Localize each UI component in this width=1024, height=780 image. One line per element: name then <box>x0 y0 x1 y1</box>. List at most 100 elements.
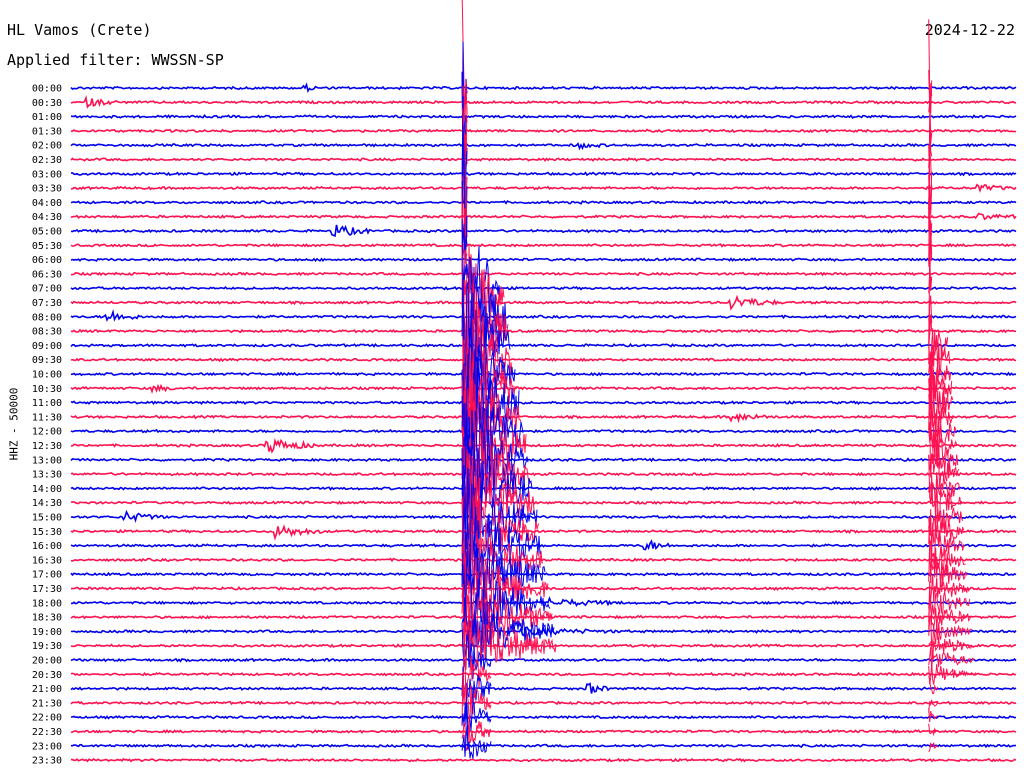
row-label: 07:00 <box>32 284 62 295</box>
trace-line <box>70 400 1017 406</box>
trace-line <box>71 757 1017 763</box>
row-label: 05:30 <box>32 241 62 252</box>
quake-segment <box>928 581 971 623</box>
row-label: 22:30 <box>32 727 62 738</box>
trace-line <box>70 671 1017 677</box>
quake-segment <box>928 597 972 630</box>
quake-segment <box>461 725 492 759</box>
row-label: 06:30 <box>32 269 62 280</box>
station-title: HL Vamos (Crete) <box>7 21 152 39</box>
trace-line <box>70 82 1017 93</box>
row-label: 13:00 <box>32 455 62 466</box>
quake-segment <box>928 556 969 588</box>
quake-segment <box>928 481 963 523</box>
quake-segment <box>461 715 492 752</box>
quake-segment <box>928 351 953 413</box>
row-label: 10:00 <box>32 370 62 381</box>
quake-segment <box>461 701 492 736</box>
quake-segment <box>461 671 492 725</box>
row-label: 04:30 <box>32 212 62 223</box>
row-label: 21:00 <box>32 684 62 695</box>
trace-line <box>70 285 1017 291</box>
row-label: 08:00 <box>32 312 62 323</box>
row-label: 12:30 <box>32 441 62 452</box>
trace-line <box>70 142 1017 151</box>
trace-line <box>70 571 1017 577</box>
row-label: 15:30 <box>32 527 62 538</box>
trace-line <box>71 625 1017 637</box>
row-label: 05:00 <box>32 227 62 238</box>
quake-segment <box>461 446 535 557</box>
quake-segment <box>461 531 546 607</box>
row-label: 16:00 <box>32 541 62 552</box>
trace-line <box>70 242 1017 248</box>
trace-line <box>70 524 1017 541</box>
trace-line <box>70 183 1017 194</box>
trace-line <box>70 471 1017 477</box>
trace-line <box>70 700 1017 706</box>
trace-line <box>71 171 1017 177</box>
trace-line <box>70 728 1017 734</box>
earthquake-signal <box>928 19 977 753</box>
row-label: 14:30 <box>32 498 62 509</box>
row-label: 17:00 <box>32 570 62 581</box>
filter-label: Applied filter: WWSSN-SP <box>7 51 224 69</box>
trace-line <box>70 371 1017 377</box>
trace-line <box>70 294 1017 311</box>
trace-line <box>70 657 1017 663</box>
row-label: 21:30 <box>32 698 62 709</box>
trace-line <box>70 457 1017 463</box>
trace-line <box>70 309 1017 322</box>
quake-segment <box>928 389 954 437</box>
quake-segment <box>461 623 492 679</box>
quake-segment <box>928 675 939 695</box>
trace-lines <box>70 82 1017 763</box>
quake-segment <box>928 420 958 478</box>
row-label: 16:30 <box>32 555 62 566</box>
row-label: 08:30 <box>32 327 62 338</box>
quake-segment <box>461 563 551 638</box>
quake-segment <box>461 125 468 273</box>
trace-line <box>70 199 1017 205</box>
row-label: 20:00 <box>32 656 62 667</box>
quake-segment <box>928 708 938 723</box>
quake-segment <box>461 597 555 661</box>
trace-line <box>70 682 1017 694</box>
quake-segment <box>928 636 975 661</box>
row-label: 19:00 <box>32 627 62 638</box>
row-label: 15:00 <box>32 513 62 524</box>
row-label: 17:30 <box>32 584 62 595</box>
quake-segment <box>928 260 933 344</box>
quake-segment <box>928 613 972 650</box>
quake-segment <box>928 742 939 753</box>
row-label: 02:00 <box>32 141 62 152</box>
quake-segment <box>928 328 951 405</box>
trace-line <box>70 357 1017 363</box>
row-label: 13:30 <box>32 470 62 481</box>
row-label: 23:00 <box>32 741 62 752</box>
earthquake-signal <box>461 0 557 759</box>
earthquake-waveforms <box>461 0 977 759</box>
row-label: 09:30 <box>32 355 62 366</box>
row-label: 02:30 <box>32 155 62 166</box>
date-label: 2024-12-22 <box>924 21 1015 39</box>
trace-line <box>70 412 1017 424</box>
row-label: 01:00 <box>32 112 62 123</box>
quake-segment <box>461 403 529 520</box>
trace-line <box>70 509 1017 523</box>
trace-line <box>71 437 1017 454</box>
trace-line <box>70 539 1017 551</box>
trace-line <box>70 157 1017 162</box>
trace-line <box>70 95 1016 109</box>
quake-segment <box>928 662 977 685</box>
trace-line <box>70 485 1017 491</box>
quake-segment <box>928 574 970 609</box>
trace-line <box>70 212 1017 221</box>
quake-segment <box>461 614 557 670</box>
row-labels: 00:00 00:30 01:00 01:30 02:00 02:30 03:00 03:30… <box>32 84 62 767</box>
row-label: 14:00 <box>32 484 62 495</box>
row-label: 20:30 <box>32 670 62 681</box>
trace-line <box>70 271 1017 277</box>
row-label: 23:30 <box>32 756 62 767</box>
